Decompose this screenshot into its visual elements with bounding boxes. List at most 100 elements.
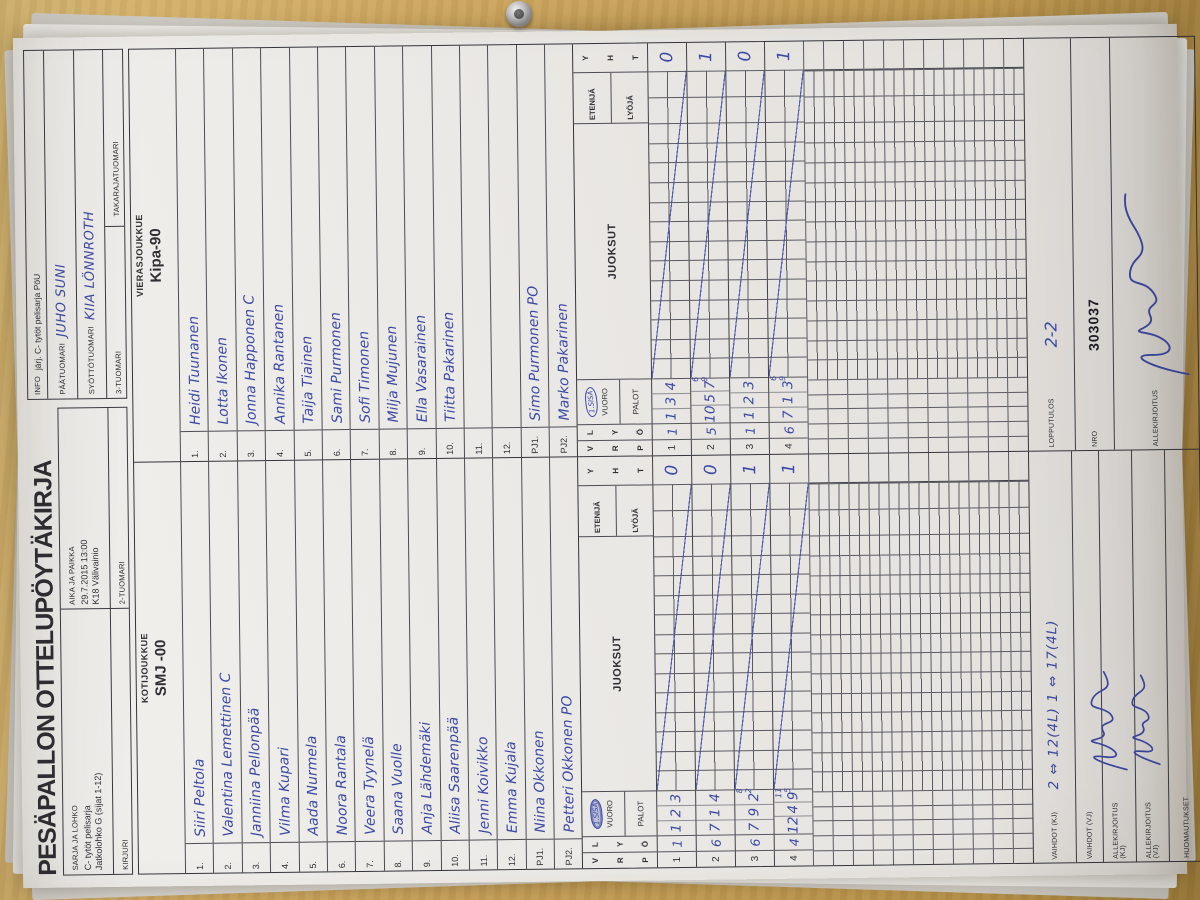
first-half-circled: 1.SISÄ — [589, 798, 605, 830]
header-letter: P — [640, 857, 650, 863]
grid-cell — [985, 140, 1005, 161]
series-box: SARJA JA LOHKO C- tytöt pelisarja Jatkol… — [60, 608, 115, 875]
grid-cell — [1014, 847, 1034, 863]
grid-cell — [948, 406, 969, 422]
grid-cell — [813, 805, 833, 821]
grid-cell — [849, 422, 869, 438]
grid-cell — [969, 436, 989, 452]
grid-cell — [1013, 769, 1033, 790]
grid-cell — [906, 239, 927, 260]
head-umpire-name: JUHO SUNI — [53, 263, 70, 338]
grid-cell — [847, 280, 867, 301]
header-letter: L — [585, 430, 596, 436]
runs-grid — [804, 70, 828, 380]
grid-cell — [850, 574, 871, 595]
player-name: Jenni Koivikko — [474, 736, 493, 834]
header-letter: Y — [615, 841, 625, 848]
grid-cell — [872, 692, 892, 713]
grid-cell — [905, 121, 925, 142]
grid-cell — [812, 712, 832, 733]
grid-cell — [1005, 140, 1025, 160]
grid-cell — [925, 121, 945, 142]
grid-cell — [991, 651, 1012, 672]
out-number: 7 — [696, 819, 736, 835]
total-cell — [929, 452, 949, 482]
inning-number: 4 — [770, 437, 809, 454]
out-number: 5 — [691, 390, 730, 405]
head-umpire-box: PÄÄTUOMARI JUHO SUNI — [44, 50, 78, 399]
grid-cell — [990, 533, 1010, 554]
grid-cell — [828, 379, 848, 394]
grid-cell — [931, 612, 951, 633]
runs-grid — [989, 480, 1013, 790]
player-name: Sami Purmonen — [327, 311, 346, 424]
strike-line — [653, 483, 696, 791]
grid-cell — [807, 300, 827, 321]
out-number: 1 — [652, 407, 692, 424]
grid-cell — [853, 805, 873, 821]
grid-cell — [933, 750, 953, 771]
grid-cell-wide — [950, 507, 970, 535]
grid-cell — [806, 201, 826, 222]
grid-cell — [1009, 420, 1029, 436]
grid-cell — [846, 240, 867, 261]
grid-cell-wide — [864, 69, 885, 96]
grid-cell — [1008, 406, 1029, 421]
grid-cell — [988, 391, 1008, 407]
grid-cell — [851, 594, 871, 614]
runs-grid — [726, 69, 769, 378]
grid-cell — [830, 554, 850, 575]
grid-cell — [830, 574, 851, 595]
player-name: Anja Lähdemäki — [417, 721, 436, 835]
runs-grid — [869, 482, 893, 791]
first-batter-number: 1 — [653, 422, 692, 440]
grid-cell — [1006, 199, 1026, 220]
grid-cell — [949, 421, 969, 437]
grid-cell — [1012, 690, 1032, 711]
total-cell — [829, 453, 849, 484]
total-cell — [909, 452, 929, 483]
grid-cell — [908, 392, 928, 408]
grid-cell — [973, 749, 993, 770]
grid-cell-wide — [990, 507, 1010, 534]
form-header: PESÄPALLON OTTELUPÖYTÄKIRJA SARJA JA LOH… — [22, 48, 134, 876]
grid-cell — [914, 833, 934, 850]
grid-cell — [853, 771, 873, 791]
grid-cell — [1008, 337, 1028, 358]
grid-cell — [826, 201, 846, 222]
grid-cell — [945, 121, 965, 141]
away-scoring-rows: 1 1 1 3 4 0 2 5 10 5 7 6 9 1 3 1 1 2 3 0 4 6 7 1 3 6 9 1 — [647, 38, 1029, 456]
grid-cell-wide — [885, 95, 905, 122]
grid-cell — [833, 771, 853, 792]
grid-cell — [931, 593, 951, 613]
out-extra-number: 9 — [778, 375, 788, 381]
grid-cell — [929, 421, 949, 437]
grid-cell-wide — [984, 67, 1005, 95]
grid-cell — [1012, 729, 1033, 750]
out-number: 9 — [735, 803, 774, 820]
grid-cell — [971, 651, 992, 672]
grid-cell — [905, 160, 926, 181]
away-team-panel: VIERASJOUKKUE Kipa-90 1. Heidi Tuunanen 2.… — [129, 36, 1199, 462]
grid-cell — [871, 613, 891, 634]
grid-cell — [848, 393, 868, 409]
player-number: 6. — [322, 429, 351, 460]
grid-cell — [927, 259, 947, 280]
player-name — [472, 46, 479, 428]
grid-cell — [906, 180, 926, 201]
grid-cell — [808, 393, 828, 409]
player-number: 4. — [270, 841, 299, 873]
grid-cell — [852, 731, 873, 752]
grid-cell — [807, 280, 827, 301]
grid-cell-wide — [884, 69, 905, 96]
grid-cell — [945, 160, 966, 181]
grid-cell — [947, 318, 968, 339]
outs-header: PALOT — [631, 388, 641, 415]
grid-cell — [846, 181, 866, 202]
grid-cell — [805, 142, 825, 163]
grid-cell — [866, 220, 886, 241]
